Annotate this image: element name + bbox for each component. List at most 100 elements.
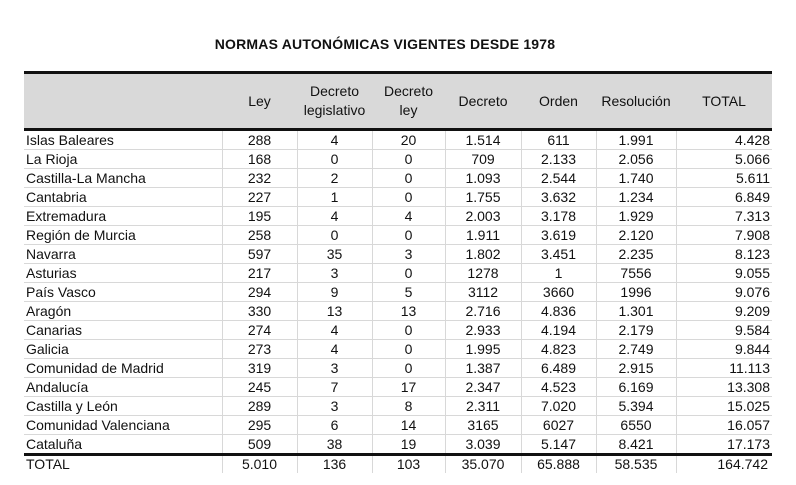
cell-region: Islas Baleares — [24, 129, 222, 150]
cell-resolucion: 2.749 — [595, 339, 676, 359]
column-header-ley: Ley — [222, 71, 297, 131]
column-header-total: TOTAL — [676, 71, 772, 131]
cell-ley: 597 — [221, 244, 297, 264]
cell-resolucion: 2.915 — [595, 358, 676, 378]
total-cell-decreto: 35.070 — [444, 453, 521, 473]
cell-ley: 274 — [221, 320, 297, 340]
table-row: Comunidad Valenciana 295 6 14 3165 6027 6550 16… — [24, 415, 772, 435]
column-header-decreto-legislativo: Decreto legislativo — [297, 71, 372, 131]
table-row: Navarra 597 35 3 1.802 3.451 2.235 8.123 — [24, 244, 772, 264]
cell-orden: 4.194 — [520, 320, 596, 340]
table-row: Islas Baleares 288 4 20 1.514 611 1.991 4.428 — [24, 129, 772, 150]
table-row: Comunidad de Madrid 319 3 0 1.387 6.489 2.915 1… — [24, 358, 772, 378]
cell-decreto-legislativo: 35 — [296, 244, 372, 264]
cell-decreto-ley: 20 — [371, 129, 445, 150]
cell-decreto-ley: 3 — [371, 244, 445, 264]
cell-decreto-legislativo: 3 — [296, 396, 372, 416]
cell-decreto: 1.802 — [444, 244, 521, 264]
cell-decreto-legislativo: 9 — [296, 282, 372, 302]
cell-resolucion: 7556 — [595, 263, 676, 283]
cell-decreto-legislativo: 38 — [296, 434, 372, 455]
cell-resolucion: 1996 — [595, 282, 676, 302]
cell-total: 7.313 — [675, 206, 772, 226]
cell-orden: 4.523 — [520, 377, 596, 397]
cell-decreto: 1.995 — [444, 339, 521, 359]
cell-decreto: 1.755 — [444, 187, 521, 207]
table-row: Galicia 273 4 0 1.995 4.823 2.749 9.844 — [24, 339, 772, 359]
table-row: Región de Murcia 258 0 0 1.911 3.619 2.120 7.90… — [24, 225, 772, 245]
cell-decreto-legislativo: 4 — [296, 129, 372, 150]
cell-total: 11.113 — [675, 358, 772, 378]
cell-resolucion: 1.740 — [595, 168, 676, 188]
cell-orden: 3.451 — [520, 244, 596, 264]
cell-orden: 3.619 — [520, 225, 596, 245]
cell-decreto-ley: 14 — [371, 415, 445, 435]
cell-decreto: 2.347 — [444, 377, 521, 397]
cell-decreto-ley: 0 — [371, 187, 445, 207]
cell-decreto-ley: 17 — [371, 377, 445, 397]
table-row: La Rioja 168 0 0 709 2.133 2.056 5.066 — [24, 149, 772, 169]
cell-decreto-legislativo: 3 — [296, 263, 372, 283]
cell-decreto-ley: 0 — [371, 339, 445, 359]
column-header-orden: Orden — [521, 71, 596, 131]
cell-decreto-ley: 19 — [371, 434, 445, 455]
cell-decreto: 1.387 — [444, 358, 521, 378]
table-row: País Vasco 294 9 5 3112 3660 1996 9.076 — [24, 282, 772, 302]
cell-region: Extremadura — [24, 206, 222, 226]
cell-total: 9.076 — [675, 282, 772, 302]
cell-decreto-legislativo: 1 — [296, 187, 372, 207]
cell-orden: 5.147 — [520, 434, 596, 455]
total-cell-decreto-ley: 103 — [371, 453, 445, 473]
cell-region: Aragón — [24, 301, 222, 321]
cell-orden: 611 — [520, 129, 596, 150]
cell-decreto-ley: 0 — [371, 225, 445, 245]
total-cell-total: 164.742 — [675, 453, 772, 473]
cell-total: 8.123 — [675, 244, 772, 264]
cell-ley: 168 — [221, 149, 297, 169]
table-row: Aragón 330 13 13 2.716 4.836 1.301 9.209 — [24, 301, 772, 321]
cell-total: 17.173 — [675, 434, 772, 455]
cell-decreto: 2.003 — [444, 206, 521, 226]
cell-region: Canarias — [24, 320, 222, 340]
table-row: Asturias 217 3 0 1278 1 7556 9.055 — [24, 263, 772, 283]
cell-ley: 319 — [221, 358, 297, 378]
cell-decreto-ley: 13 — [371, 301, 445, 321]
cell-decreto-ley: 0 — [371, 358, 445, 378]
cell-orden: 1 — [520, 263, 596, 283]
cell-orden: 6027 — [520, 415, 596, 435]
cell-resolucion: 5.394 — [595, 396, 676, 416]
total-cell-decreto-legislativo: 136 — [296, 453, 372, 473]
cell-decreto: 3112 — [444, 282, 521, 302]
table-row: Canarias 274 4 0 2.933 4.194 2.179 9.584 — [24, 320, 772, 340]
total-cell-orden: 65.888 — [520, 453, 596, 473]
cell-region: País Vasco — [24, 282, 222, 302]
cell-orden: 3660 — [520, 282, 596, 302]
cell-orden: 6.489 — [520, 358, 596, 378]
cell-decreto-ley: 0 — [371, 168, 445, 188]
cell-decreto-legislativo: 4 — [296, 339, 372, 359]
table-row: Castilla y León 289 3 8 2.311 7.020 5.394 15.02… — [24, 396, 772, 416]
cell-resolucion: 2.056 — [595, 149, 676, 169]
column-header-region — [24, 71, 222, 131]
cell-resolucion: 2.235 — [595, 244, 676, 264]
total-row: TOTAL 5.010 136 103 35.070 65.888 58.535 164.74… — [24, 453, 772, 473]
table-row: Cataluña 509 38 19 3.039 5.147 8.421 17.173 — [24, 434, 772, 455]
cell-decreto-ley: 8 — [371, 396, 445, 416]
cell-decreto: 2.311 — [444, 396, 521, 416]
cell-decreto-legislativo: 4 — [296, 206, 372, 226]
cell-orden: 2.133 — [520, 149, 596, 169]
table-row: Extremadura 195 4 4 2.003 3.178 1.929 7.313 — [24, 206, 772, 226]
norms-table: Ley Decreto legislativo Decreto ley Decreto… — [24, 71, 772, 473]
cell-decreto-ley: 0 — [371, 149, 445, 169]
cell-total: 4.428 — [675, 129, 772, 150]
cell-region: Comunidad de Madrid — [24, 358, 222, 378]
cell-ley: 232 — [221, 168, 297, 188]
cell-ley: 245 — [221, 377, 297, 397]
cell-region: Comunidad Valenciana — [24, 415, 222, 435]
cell-resolucion: 6550 — [595, 415, 676, 435]
cell-ley: 330 — [221, 301, 297, 321]
table-row: Cantabria 227 1 0 1.755 3.632 1.234 6.849 — [24, 187, 772, 207]
cell-decreto: 1278 — [444, 263, 521, 283]
cell-ley: 289 — [221, 396, 297, 416]
table-row: Andalucía 245 7 17 2.347 4.523 6.169 13.308 — [24, 377, 772, 397]
